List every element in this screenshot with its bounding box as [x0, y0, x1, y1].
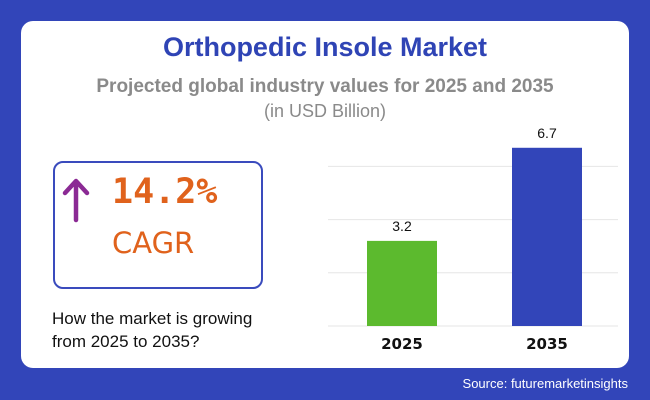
x-tick-label: 2035 [526, 335, 568, 353]
arrow-up-icon [62, 178, 90, 223]
bar-2025 [367, 240, 437, 326]
bar-2035 [512, 147, 582, 326]
unit-label: (in USD Billion) [263, 101, 387, 121]
data-label: 3.2 [392, 218, 412, 234]
source-text: Source: futuremarketinsights [462, 376, 628, 391]
subtitle: Projected global industry values for 202… [96, 76, 554, 97]
cagr-box [53, 161, 263, 289]
cagr-value: 14.2% [112, 172, 218, 212]
data-label: 6.7 [537, 125, 557, 141]
cagr-label: CAGR [112, 226, 195, 260]
page-title: Orthopedic Insole Market [162, 32, 488, 62]
x-tick-label: 2025 [381, 335, 423, 353]
question-text: How the market is growing from 2025 to 2… [52, 309, 253, 351]
